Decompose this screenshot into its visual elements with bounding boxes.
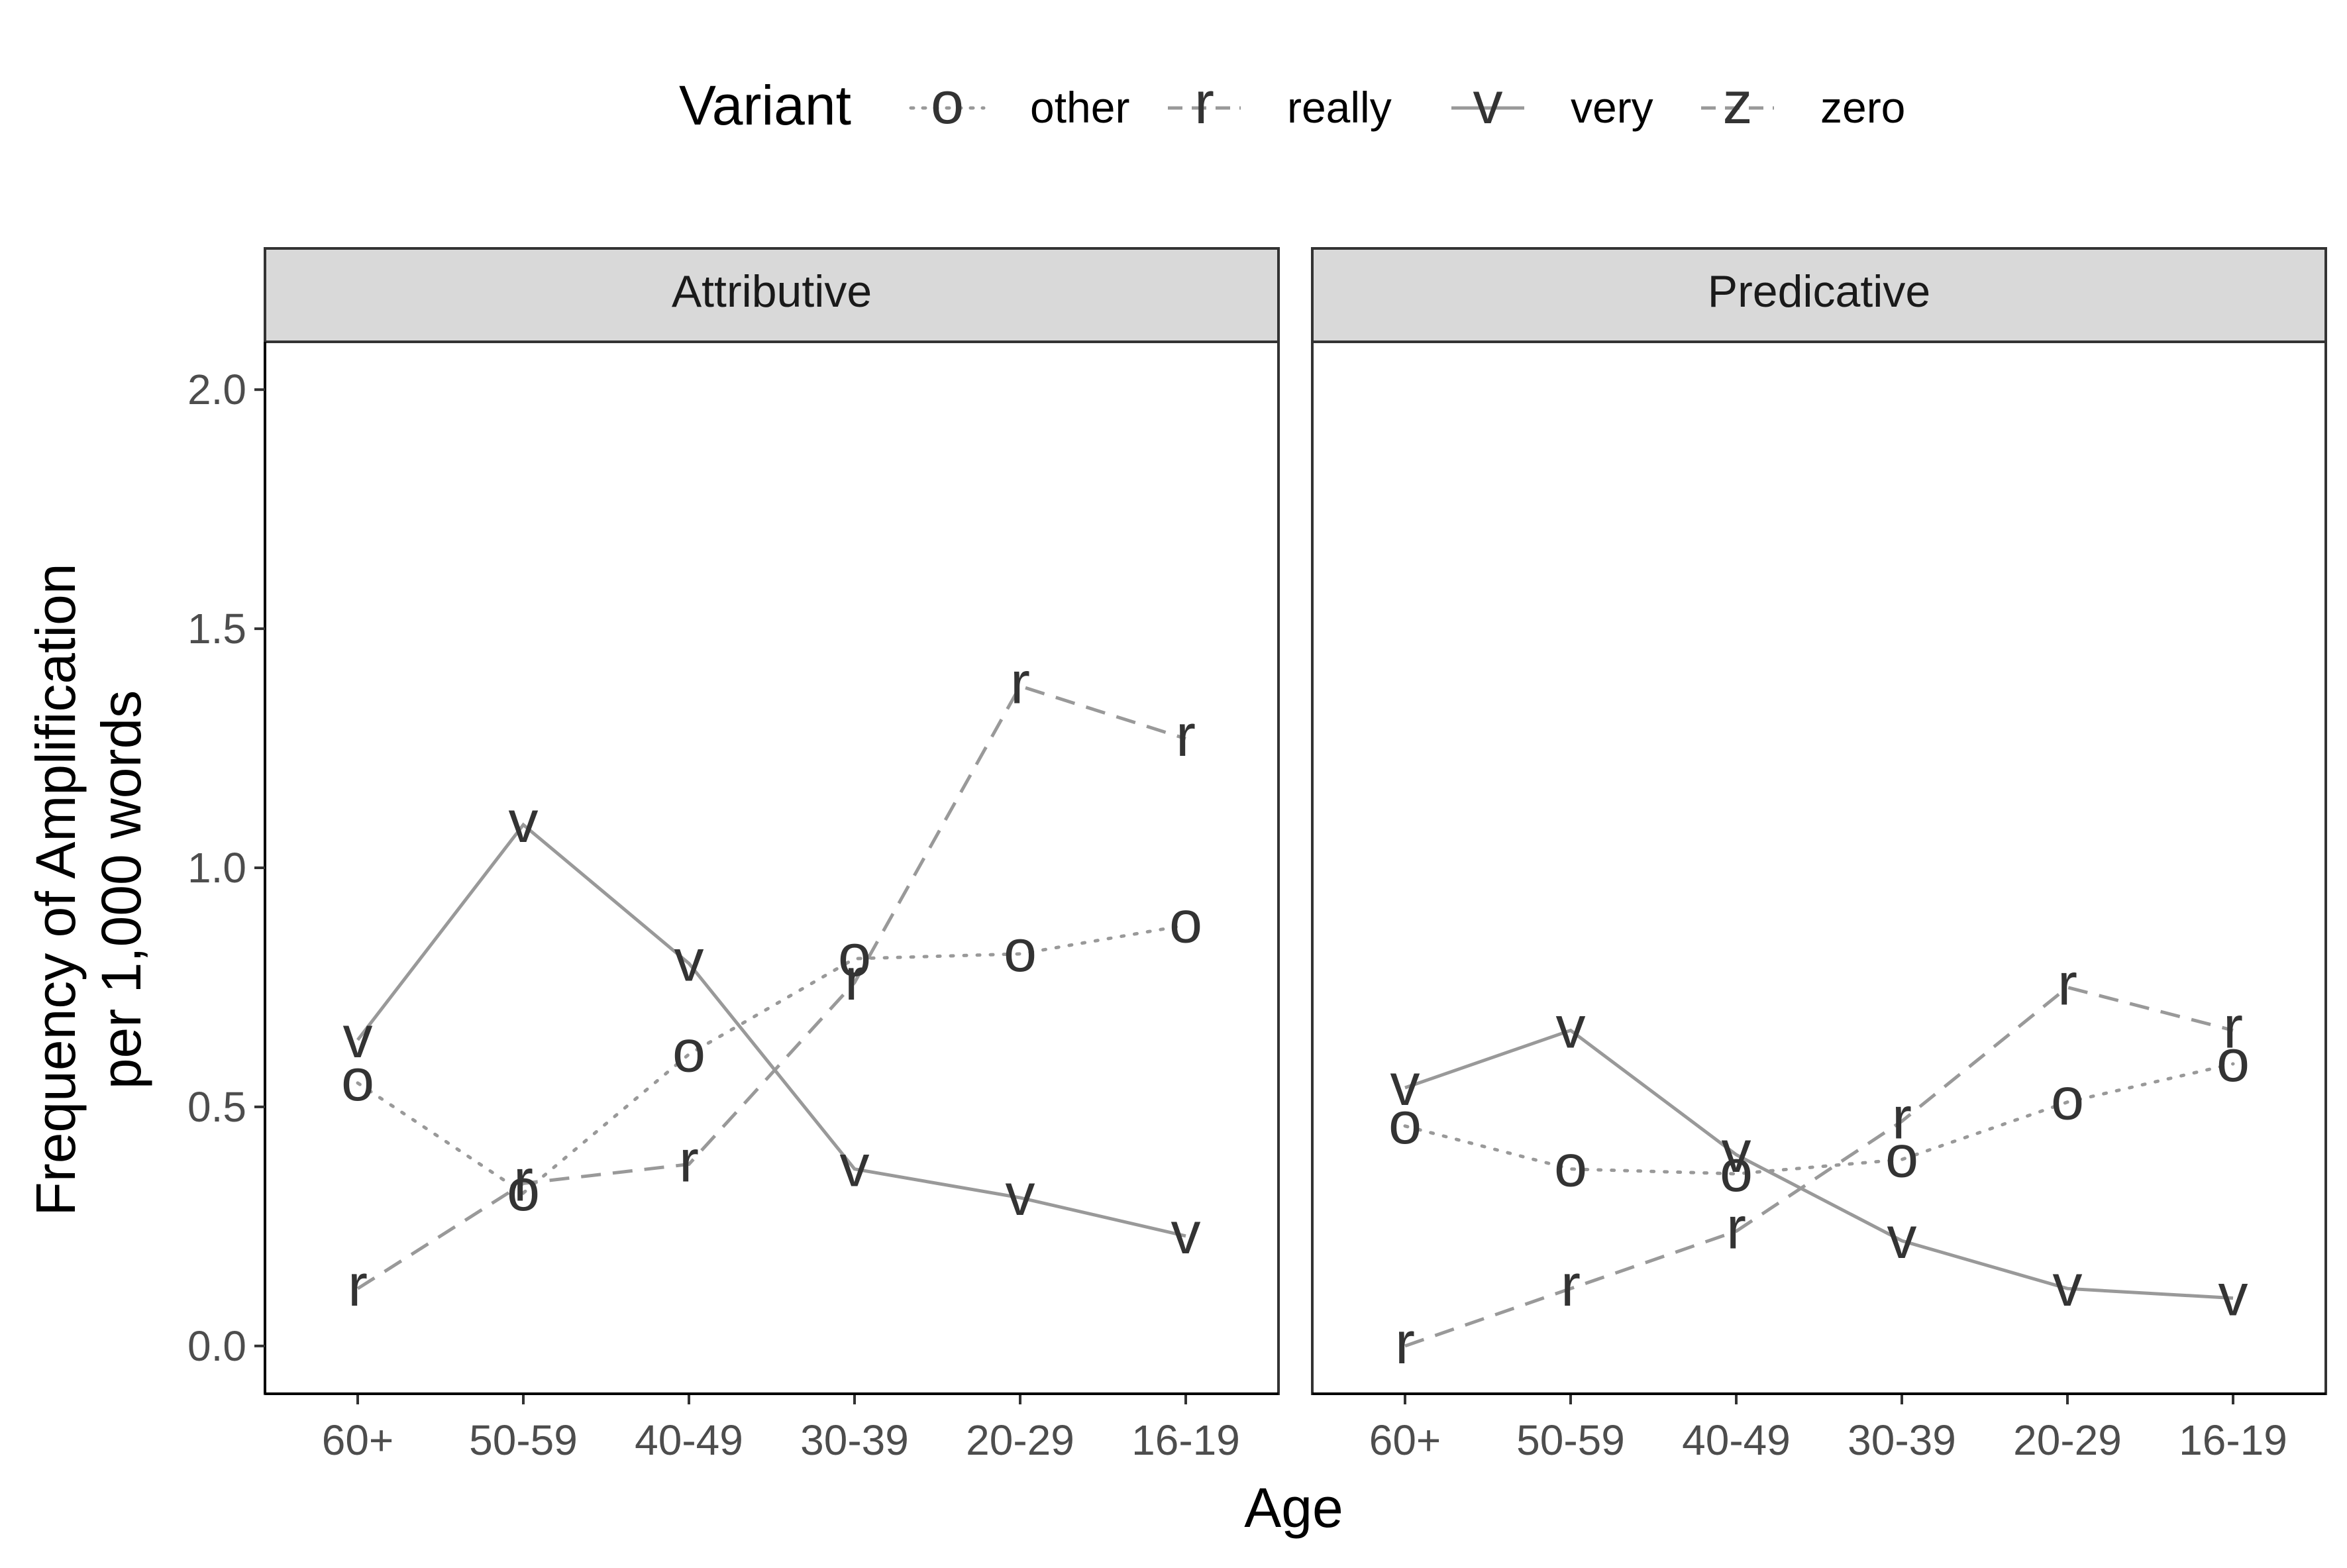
x-tick-label: 60+ (1369, 1416, 1441, 1464)
data-point-v: v (1006, 1162, 1035, 1228)
data-point-o: o (1169, 890, 1202, 956)
x-tick-label: 30-39 (800, 1416, 909, 1464)
facet-strip (1311, 247, 2327, 343)
data-point-r: r (845, 947, 864, 1013)
x-tick-label: 50-59 (1516, 1416, 1625, 1464)
data-point-o: o (2051, 1067, 2084, 1133)
data-point-r: r (679, 1129, 699, 1195)
legend-key-symbol: z (1723, 70, 1753, 136)
data-point-r: r (1726, 1196, 1746, 1262)
legend-key-symbol: v (1473, 70, 1503, 136)
series-line-r (356, 684, 1186, 1290)
x-tick-label: 40-49 (635, 1416, 743, 1464)
legend-title: Variant (679, 74, 851, 136)
legend-key-symbol: r (1194, 70, 1214, 136)
data-point-o: o (1554, 1133, 1587, 1200)
y-tick-label: 0.5 (187, 1083, 246, 1131)
y-tick-label: 1.5 (187, 605, 246, 653)
y-axis: 0.0 0.5 1.0 1.5 2.0 (187, 342, 266, 1394)
legend-entry-other: o other (909, 70, 1129, 136)
data-point-o: o (838, 923, 871, 989)
data-point-v: v (2053, 1253, 2083, 1319)
data-point-o: o (1885, 1124, 1918, 1190)
y-tick-label: 0.0 (187, 1322, 246, 1370)
series-line-r (1404, 985, 2234, 1348)
data-point-o: o (507, 1157, 540, 1224)
panel-attributive: Attributive 60+ 50-59 40-49 30-39 20-29 16-19 o… (264, 247, 1280, 1464)
legend-label: other (1030, 83, 1129, 132)
y-axis-title-line2: per 1,000 words (90, 690, 152, 1089)
data-point-r: r (1892, 1086, 1912, 1152)
data-point-r: r (348, 1253, 368, 1319)
y-tick-label: 1.0 (187, 844, 246, 892)
data-point-o: o (1004, 918, 1037, 984)
x-tick-label: 20-29 (2013, 1416, 2122, 1464)
data-point-o: o (1720, 1138, 1753, 1204)
data-point-v: v (2218, 1263, 2248, 1329)
x-tick-label: 60+ (322, 1416, 394, 1464)
data-point-r: r (2058, 951, 2077, 1018)
data-point-v: v (674, 927, 704, 994)
series-line-v (356, 822, 1186, 1238)
data-point-v: v (343, 1004, 373, 1071)
data-point-r: r (2223, 994, 2243, 1061)
data-point-r: r (1561, 1253, 1581, 1319)
panels: Attributive 60+ 50-59 40-49 30-39 20-29 16-19 o… (264, 247, 2327, 1464)
x-tick-label: 50-59 (469, 1416, 578, 1464)
data-point-v: v (509, 789, 539, 855)
panel-predicative: Predicative 60+ 50-59 40-49 30-39 20-29 16-19 o… (1311, 247, 2327, 1464)
data-point-v: v (1390, 1052, 1420, 1118)
x-tick-label: 20-29 (966, 1416, 1074, 1464)
x-tick-label: 40-49 (1682, 1416, 1791, 1464)
legend-key-symbol: o (931, 70, 964, 136)
facet-strip (264, 247, 1280, 343)
legend-label: zero (1820, 83, 1905, 132)
legend-label: very (1571, 83, 1653, 132)
legend-entry-zero: z zero (1701, 70, 1905, 136)
facet-title: Predicative (1708, 266, 1930, 317)
x-tick-label: 16-19 (2179, 1416, 2287, 1464)
data-point-v: v (1722, 1119, 1751, 1185)
data-point-v: v (1171, 1200, 1201, 1267)
data-point-r: r (1395, 1310, 1415, 1377)
x-tick-label: 30-39 (1848, 1416, 1956, 1464)
x-axis-title: Age (1244, 1477, 1343, 1539)
x-tick-label: 16-19 (1131, 1416, 1240, 1464)
data-point-v: v (1887, 1205, 1917, 1271)
legend: Variant o other r really v very z zero (679, 70, 1905, 136)
legend-label: really (1287, 83, 1392, 132)
data-point-r: r (513, 1147, 533, 1214)
data-point-v: v (1556, 994, 1586, 1061)
data-point-o: o (341, 1047, 374, 1114)
data-point-o: o (672, 1019, 705, 1085)
series-line-v (1404, 1028, 2234, 1300)
y-axis-title-line1: Frequency of Amplification (25, 563, 87, 1216)
data-point-o: o (2217, 1028, 2250, 1094)
data-point-r: r (1176, 703, 1196, 769)
facet-title: Attributive (672, 266, 872, 317)
legend-entry-very: v very (1451, 70, 1653, 136)
data-point-v: v (840, 1133, 870, 1200)
legend-entries: o other r really v very z zero (909, 70, 1905, 136)
data-point-r: r (1010, 651, 1030, 717)
legend-entry-really: r really (1168, 70, 1392, 136)
y-tick-label: 2.0 (187, 366, 246, 413)
data-point-o: o (1388, 1090, 1422, 1157)
